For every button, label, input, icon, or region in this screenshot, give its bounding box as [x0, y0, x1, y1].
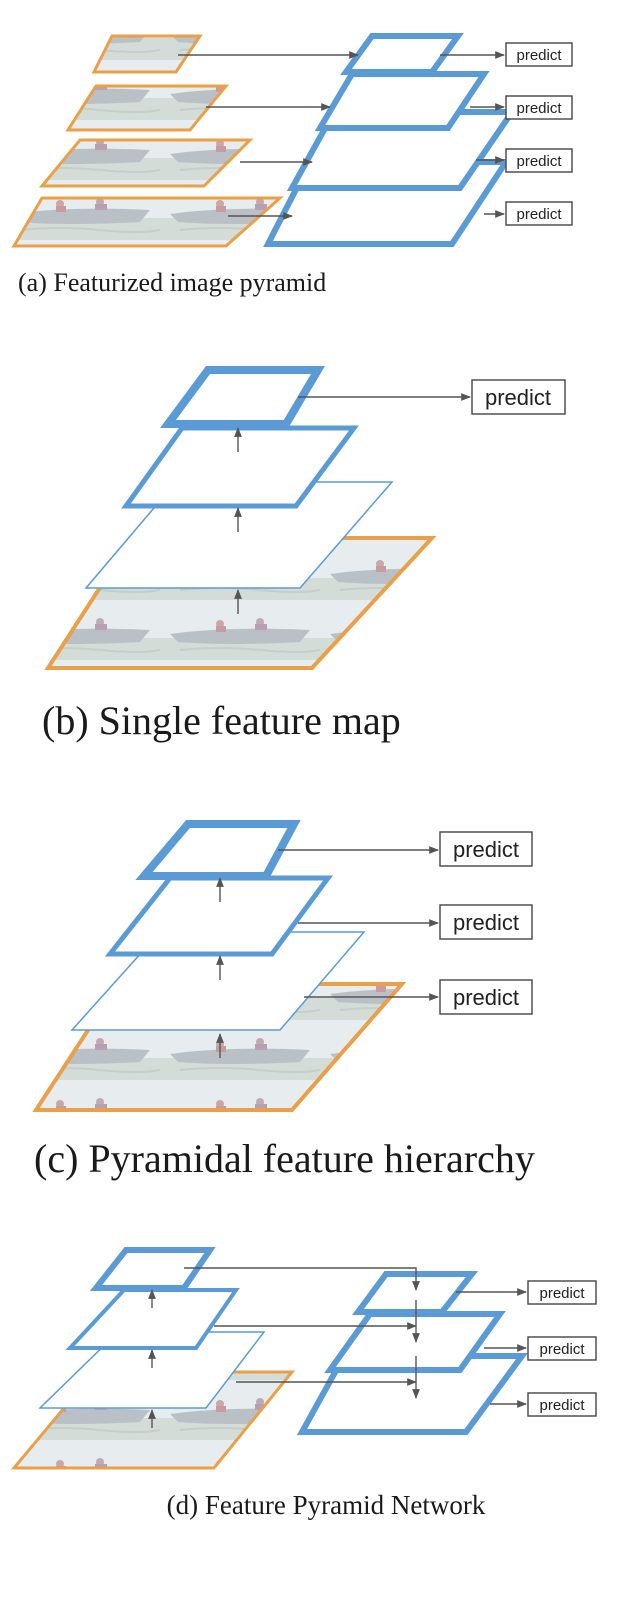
caption-a: (a) Featurized image pyramid — [18, 268, 326, 297]
caption-d: (d) Feature Pyramid Network — [167, 1490, 486, 1520]
image-level-3 — [38, 138, 254, 188]
svg-text:predict: predict — [539, 1397, 585, 1414]
svg-text:predict: predict — [516, 153, 562, 170]
panel-d: predict predict predict (d) Feature Pyra… — [10, 1247, 597, 1520]
feature-map-b-1 — [160, 366, 326, 428]
svg-text:predict: predict — [453, 837, 519, 862]
predict-box-a-1: predict — [505, 42, 573, 67]
caption-c: (c) Pyramidal feature hierarchy — [34, 1136, 535, 1181]
predict-box-a-3: predict — [505, 148, 573, 173]
panel-b: predict (b) Single feature map — [42, 366, 566, 743]
svg-text:predict: predict — [539, 1341, 585, 1358]
svg-text:predict: predict — [485, 385, 551, 410]
feature-map-b-2 — [121, 425, 359, 509]
panel-c: predict predict predict (c) Pyramidal fe… — [32, 820, 535, 1181]
predict-box-d-1: predict — [527, 1280, 597, 1305]
fpn-map-d-1 — [352, 1271, 479, 1315]
predict-box-b: predict — [471, 379, 566, 415]
feature-map-d-1 — [89, 1247, 216, 1291]
svg-text:predict: predict — [453, 985, 519, 1010]
svg-text:predict: predict — [539, 1285, 585, 1302]
predict-box-a-2: predict — [505, 95, 573, 120]
predict-box-d-3: predict — [527, 1392, 597, 1417]
image-level-4 — [11, 196, 284, 248]
predict-box-c-1: predict — [439, 831, 533, 867]
image-level-2 — [65, 84, 230, 132]
svg-text:predict: predict — [516, 47, 562, 64]
feature-map-c-1 — [135, 820, 301, 880]
predict-box-c-2: predict — [439, 904, 533, 940]
svg-text:predict: predict — [453, 910, 519, 935]
panel-a: predict predict predict predict (a) Feat… — [11, 33, 573, 297]
image-level-1 — [91, 34, 203, 74]
feature-map-d-2 — [65, 1288, 240, 1350]
lateral-d-1 — [184, 1267, 420, 1291]
predict-box-c-3: predict — [439, 979, 533, 1015]
predict-box-a-4: predict — [505, 201, 573, 226]
predict-box-d-2: predict — [527, 1336, 597, 1361]
caption-b: (b) Single feature map — [42, 698, 401, 743]
feature-map-a-1 — [340, 33, 464, 75]
svg-text:predict: predict — [516, 206, 562, 223]
feature-map-d-3 — [38, 1331, 266, 1409]
svg-text:predict: predict — [516, 100, 562, 117]
feature-map-c-2 — [104, 875, 333, 957]
